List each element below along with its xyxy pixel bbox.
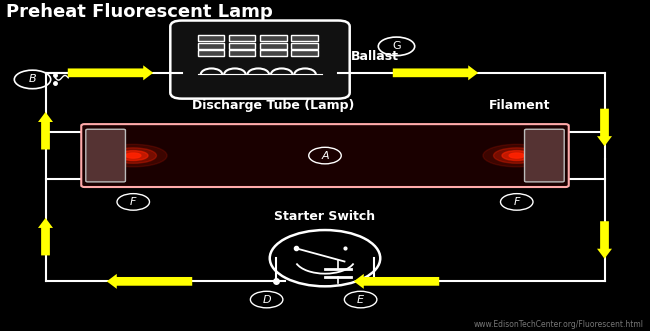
FancyBboxPatch shape — [86, 129, 125, 182]
Bar — [291, 51, 318, 56]
Text: A: A — [321, 151, 329, 161]
Bar — [198, 43, 224, 49]
Bar — [260, 51, 287, 56]
FancyBboxPatch shape — [170, 21, 350, 99]
Ellipse shape — [99, 144, 167, 167]
Bar — [198, 35, 224, 41]
Text: Discharge Tube (Lamp): Discharge Tube (Lamp) — [192, 99, 354, 113]
FancyBboxPatch shape — [525, 129, 564, 182]
Text: Ballast: Ballast — [351, 50, 399, 63]
Text: Preheat Fluorescent Lamp: Preheat Fluorescent Lamp — [6, 3, 273, 21]
Ellipse shape — [502, 151, 532, 161]
Bar — [260, 35, 287, 41]
Text: F: F — [514, 197, 520, 207]
FancyBboxPatch shape — [81, 124, 569, 187]
Bar — [198, 51, 224, 56]
Text: B: B — [29, 74, 36, 84]
Ellipse shape — [125, 153, 141, 158]
Text: www.EdisonTechCenter.org/Fluorescent.html: www.EdisonTechCenter.org/Fluorescent.htm… — [473, 320, 644, 329]
Text: Filament: Filament — [489, 99, 551, 113]
Text: F: F — [130, 197, 136, 207]
Bar — [229, 43, 255, 49]
Ellipse shape — [118, 151, 148, 161]
Bar — [229, 35, 255, 41]
Text: D: D — [263, 295, 271, 305]
Bar — [260, 43, 287, 49]
Ellipse shape — [110, 148, 157, 163]
Bar — [291, 43, 318, 49]
Ellipse shape — [483, 144, 551, 167]
Text: Starter Switch: Starter Switch — [274, 210, 376, 223]
Bar — [229, 51, 255, 56]
Text: E: E — [357, 295, 364, 305]
Ellipse shape — [493, 148, 540, 163]
Bar — [291, 35, 318, 41]
Text: G: G — [392, 41, 401, 51]
Ellipse shape — [509, 153, 525, 158]
